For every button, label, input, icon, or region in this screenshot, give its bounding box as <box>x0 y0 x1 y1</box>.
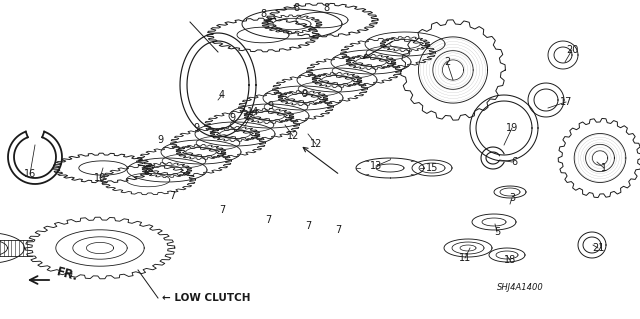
Text: 9: 9 <box>267 101 273 111</box>
Text: 8: 8 <box>323 3 329 13</box>
Text: 18: 18 <box>504 255 516 265</box>
Text: 10: 10 <box>94 173 106 183</box>
Text: 13: 13 <box>370 161 382 171</box>
Text: 9: 9 <box>229 113 235 123</box>
Text: 8: 8 <box>260 9 266 19</box>
Text: 8: 8 <box>293 3 299 13</box>
Text: 20: 20 <box>566 45 578 55</box>
Text: 7: 7 <box>265 215 271 225</box>
Text: ← LOW CLUTCH: ← LOW CLUTCH <box>162 293 250 303</box>
Text: 9: 9 <box>301 89 307 99</box>
Text: 2: 2 <box>444 57 450 67</box>
Text: 17: 17 <box>560 97 572 107</box>
Text: 19: 19 <box>506 123 518 133</box>
Text: 12: 12 <box>287 131 299 141</box>
Text: 7: 7 <box>219 205 225 215</box>
Text: 12: 12 <box>310 139 322 149</box>
Text: 9: 9 <box>193 123 199 133</box>
Text: 4: 4 <box>219 90 225 100</box>
Text: 5: 5 <box>494 227 500 237</box>
Text: 16: 16 <box>24 169 36 179</box>
Text: 11: 11 <box>459 253 471 263</box>
Text: 15: 15 <box>426 163 438 173</box>
Text: 14: 14 <box>247 107 259 117</box>
Text: 3: 3 <box>509 193 515 203</box>
Text: 21: 21 <box>592 243 604 253</box>
Text: SHJ4A1400: SHJ4A1400 <box>497 284 543 293</box>
Text: FR.: FR. <box>55 265 79 283</box>
Text: 7: 7 <box>335 225 341 235</box>
Text: 7: 7 <box>305 221 311 231</box>
Text: 1: 1 <box>601 163 607 173</box>
Text: 9: 9 <box>157 135 163 145</box>
Text: 7: 7 <box>169 191 175 201</box>
Text: 6: 6 <box>511 157 517 167</box>
